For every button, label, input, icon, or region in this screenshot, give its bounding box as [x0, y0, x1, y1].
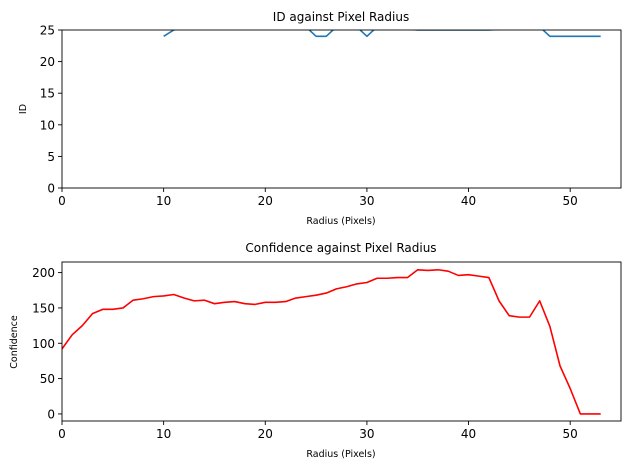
series-line [163, 30, 601, 38]
series-line [62, 268, 601, 415]
y-tick-label: 150 [32, 301, 55, 315]
y-tick-label: 15 [40, 87, 55, 101]
x-axis-label: Radius (Pixels) [306, 449, 375, 460]
y-axis-label: Confidence [9, 315, 20, 369]
x-tick-label: 50 [563, 427, 578, 441]
subplot-id: ID against Pixel Radius 0 10 20 30 40 50 0 5 10 1… [18, 10, 622, 227]
y-tick-label: 25 [40, 24, 55, 38]
y-tick-label: 10 [40, 118, 55, 132]
x-axis-label: Radius (Pixels) [306, 216, 375, 227]
axes-frame [61, 29, 622, 189]
chart-title: Confidence against Pixel Radius [245, 241, 436, 255]
y-tick-label: 0 [47, 407, 55, 421]
chart-title: ID against Pixel Radius [273, 10, 409, 24]
y-tick-label: 5 [47, 150, 55, 164]
y-tick-label: 20 [40, 55, 55, 69]
x-tick-label: 0 [58, 194, 66, 208]
y-tick-label: 100 [32, 337, 55, 351]
plot-area: 0 10 20 30 40 50 0 50 100 150 200 [32, 261, 622, 441]
plot-area: 0 10 20 30 40 50 0 5 10 15 20 25 [40, 24, 622, 208]
x-tick-label: 20 [258, 427, 273, 441]
x-tick-label: 40 [461, 427, 476, 441]
x-tick-label: 40 [461, 194, 476, 208]
x-tick-label: 30 [359, 194, 374, 208]
y-axis-label: ID [18, 104, 29, 114]
y-tick-label: 200 [32, 266, 55, 280]
x-tick-label: 0 [58, 427, 66, 441]
x-tick-label: 50 [563, 194, 578, 208]
x-tick-label: 20 [258, 194, 273, 208]
y-tick-label: 0 [47, 182, 55, 196]
x-tick-label: 10 [156, 427, 171, 441]
subplot-confidence: Confidence against Pixel Radius 0 10 20 30 4… [9, 241, 622, 460]
x-tick-label: 10 [156, 194, 171, 208]
axes-frame [61, 261, 622, 422]
y-tick-label: 50 [40, 372, 55, 386]
x-tick-label: 30 [359, 427, 374, 441]
